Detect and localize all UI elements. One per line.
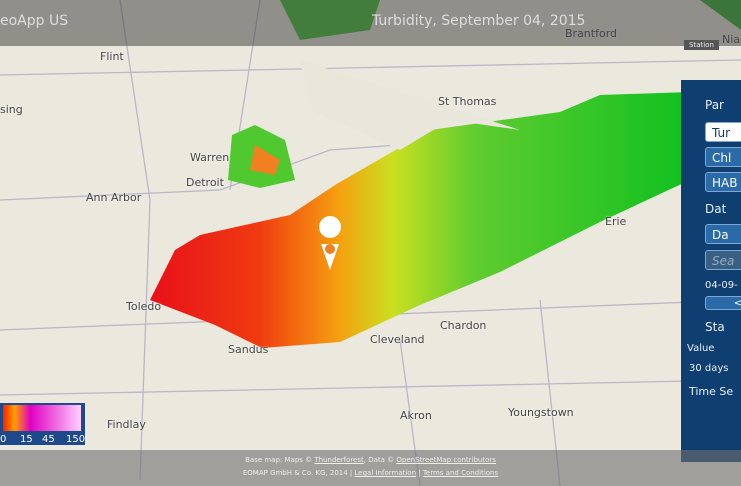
button[interactable]: Da xyxy=(705,224,741,244)
legend-tick: 15 xyxy=(20,434,33,445)
link[interactable]: Legal Information xyxy=(354,469,417,477)
section: Dat xyxy=(705,202,727,216)
footer: Base map: Maps © Thunderforest, Data © O… xyxy=(0,450,741,486)
lake-turbidity xyxy=(150,92,690,348)
location-pin[interactable] xyxy=(319,216,342,270)
place-label: Cleveland xyxy=(370,333,425,346)
text: EOMAP GmbH & Co. KG, 2014 | xyxy=(242,469,355,477)
button[interactable]: HAB xyxy=(705,172,741,192)
place-label: St Thomas xyxy=(438,95,497,108)
legend-tick: 0 xyxy=(0,434,7,445)
value: Value xyxy=(687,343,715,354)
place-label: Ann Arbor xyxy=(86,191,142,204)
place-label: Sandus xyxy=(228,343,269,356)
date-value: 04-09- xyxy=(705,280,738,291)
section: Par xyxy=(705,98,724,112)
land xyxy=(300,60,520,150)
text: | xyxy=(416,469,423,477)
place-label: Chardon xyxy=(440,319,487,332)
button[interactable]: Chl xyxy=(705,147,741,167)
app-name: eoApp US xyxy=(0,13,69,29)
text: Base map: Maps © xyxy=(245,456,315,464)
lake-st-clair-hot xyxy=(250,145,280,175)
link[interactable]: Terms and Conditions xyxy=(422,469,499,477)
place-label: sing xyxy=(0,103,23,116)
days: 30 days xyxy=(689,363,729,374)
prev[interactable]: < xyxy=(705,296,741,310)
station-label[interactable]: Station xyxy=(684,40,719,50)
place-label: Toledo xyxy=(126,300,162,313)
pin-dot xyxy=(325,244,335,254)
place-label: Detroit xyxy=(186,176,224,189)
time-series: Time Se xyxy=(689,385,734,398)
text: , Data © xyxy=(363,456,397,464)
top-bar: eoApp US Turbidity, September 04, 2015 S… xyxy=(0,0,741,50)
place-label: Erie xyxy=(605,215,627,228)
button[interactable]: Tur xyxy=(705,122,741,142)
place-label: Flint xyxy=(100,50,124,63)
place-label: Youngstown xyxy=(508,406,574,419)
section: Sta xyxy=(705,320,725,334)
link[interactable]: Thunderforest xyxy=(314,456,364,464)
place-label: Findlay xyxy=(107,418,146,431)
legend-tick: 45 xyxy=(42,434,55,445)
legend-bar xyxy=(3,405,81,431)
link[interactable]: OpenStreetMap contributors xyxy=(396,456,496,464)
place-label: Akron xyxy=(400,409,432,422)
search[interactable]: Sea xyxy=(705,250,741,270)
side-panel: Par Tur Chl HAB Dat Da Sea 04-09- < Sta … xyxy=(681,80,741,462)
legend-tick: 150 xyxy=(66,434,86,445)
place-label: Warren xyxy=(190,151,230,164)
title: Turbidity, September 04, 2015 xyxy=(372,13,586,29)
